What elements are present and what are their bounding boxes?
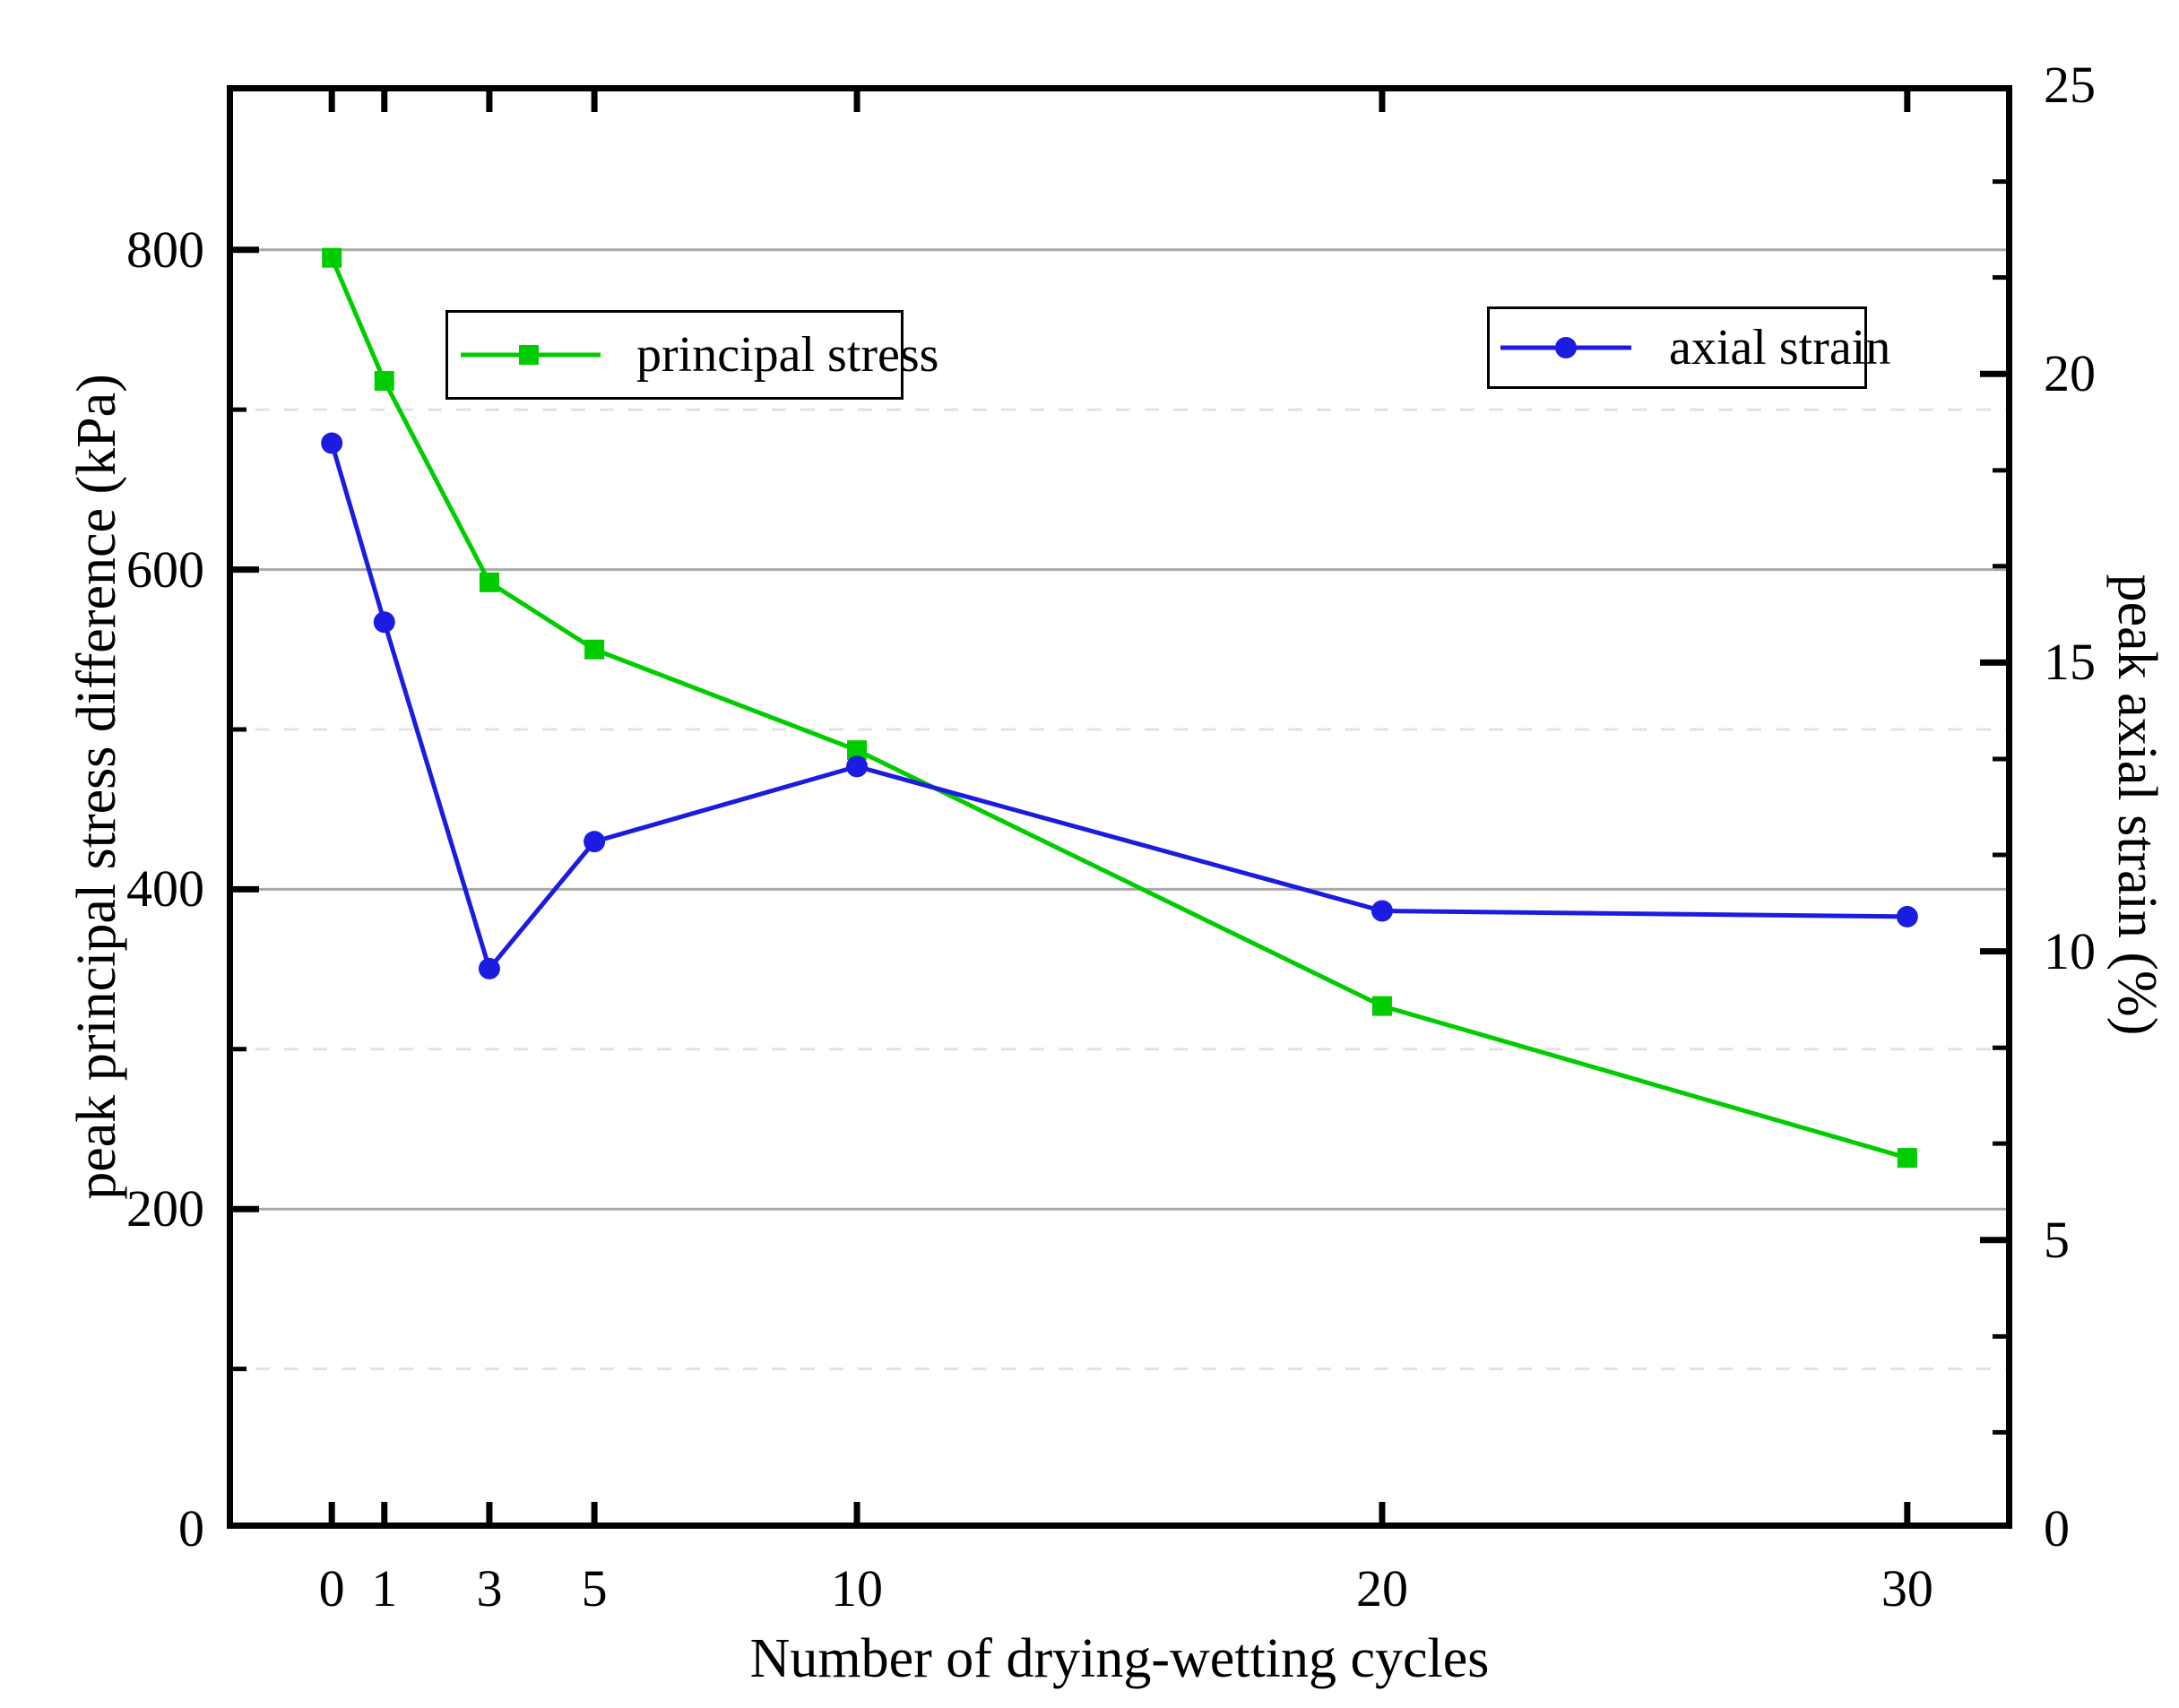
axial-strain-marker: [1896, 905, 1918, 927]
y-left-tick-label: 400: [126, 859, 204, 919]
principal-stress-marker: [322, 247, 342, 268]
legend-principal-stress: principal stress: [445, 310, 938, 400]
green-square-marker-icon: [519, 345, 539, 365]
plot-area: [227, 85, 2012, 1529]
principal-stress-marker: [1371, 996, 1392, 1016]
principal-stress-marker: [479, 572, 499, 592]
x-tick-label: 0: [318, 1559, 345, 1617]
x-tick-label: 1: [371, 1559, 398, 1617]
legend-axial-strain-label: axial strain: [1669, 320, 1891, 375]
y-right-axis-title: peak axial strain (%): [2106, 574, 2167, 1036]
x-tick-label: 5: [581, 1559, 608, 1617]
legend-axial-strain: axial strain: [1487, 306, 1890, 389]
x-tick-label: 3: [476, 1559, 503, 1617]
y-right-tick-label: 10: [2044, 921, 2096, 980]
y-right-tick-label: 20: [2044, 344, 2096, 403]
axial-strain-marker: [321, 432, 343, 454]
x-tick-label: 10: [831, 1559, 884, 1617]
x-tick-label: 20: [1355, 1559, 1408, 1617]
axial-strain-marker: [846, 755, 869, 778]
x-tick-label: 30: [1881, 1559, 1933, 1617]
axial-strain-marker: [373, 611, 395, 634]
y-right-tick-label: 15: [2044, 633, 2096, 692]
plot-frame: [227, 85, 2012, 1529]
x-axis-title: Number of drying-wetting cycles: [749, 1628, 1490, 1689]
axial-strain-marker: [478, 957, 500, 979]
principal-stress-marker: [374, 371, 394, 392]
y-right-tick-label: 0: [2044, 1499, 2070, 1557]
y-left-tick-label: 600: [126, 539, 204, 599]
y-left-tick-label: 200: [126, 1179, 204, 1238]
principal-stress-legend-symbol: [448, 313, 610, 397]
axial-strain-marker: [584, 831, 606, 853]
principal-stress-marker: [1897, 1148, 1917, 1169]
y-right-tick-label: 25: [2044, 56, 2096, 114]
principal-stress-marker: [847, 740, 868, 761]
blue-circle-marker-icon: [1555, 337, 1577, 358]
y-left-tick-label: 800: [126, 220, 204, 279]
axial-strain-marker: [1371, 900, 1393, 922]
y-right-tick-label: 5: [2044, 1210, 2070, 1269]
y-left-tick-label: 0: [178, 1499, 204, 1557]
axial-strain-legend-symbol: [1490, 309, 1642, 386]
principal-stress-marker: [584, 639, 605, 660]
y-left-axis-title: peak principal stress difference (kPa): [66, 374, 127, 1200]
legend-principal-stress-label: principal stress: [636, 327, 939, 383]
